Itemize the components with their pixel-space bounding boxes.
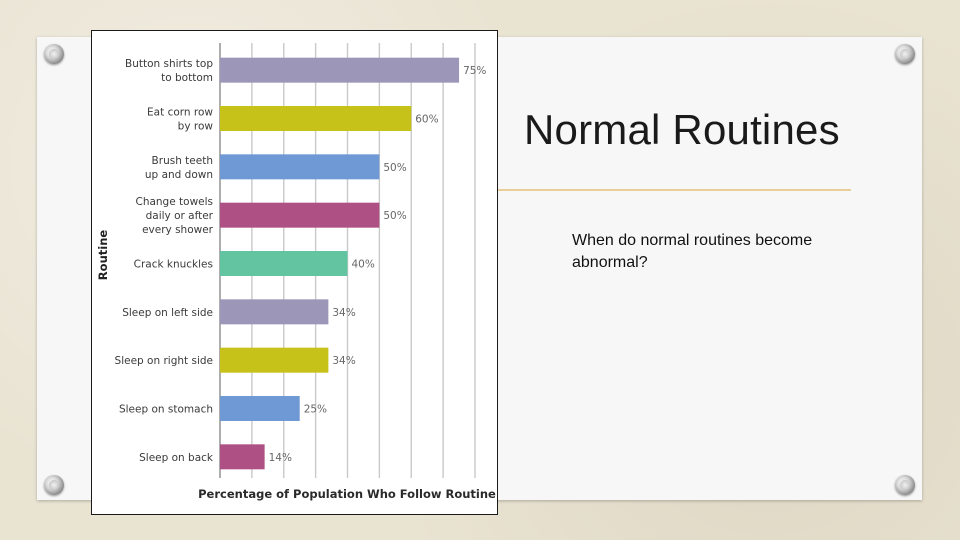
slide-body-text: When do normal routines become abnormal? — [572, 232, 813, 271]
bar — [220, 251, 348, 276]
category-label: Sleep on back — [139, 452, 214, 464]
category-label: Sleep on stomach — [119, 404, 213, 416]
bar-value-label: 50% — [383, 162, 406, 174]
bar-value-label: 60% — [415, 114, 438, 126]
title-divider — [498, 189, 851, 191]
category-label: Crack knuckles — [134, 259, 213, 271]
grommet-top-left — [44, 44, 64, 64]
bar — [220, 57, 460, 83]
category-label: Sleep on right side — [115, 355, 213, 367]
grommet-top-right — [895, 44, 915, 64]
bar — [220, 444, 265, 470]
category-label: Brush teeth up and down — [145, 155, 213, 181]
bar-value-label: 75% — [463, 65, 486, 77]
bar-value-label: 34% — [332, 307, 355, 319]
y-axis-label: Routine — [96, 230, 110, 281]
bar-chart: 75% Button shirts top to bottom 60% Eat corn… — [96, 43, 496, 501]
category-label: Sleep on left side — [122, 307, 213, 319]
bar — [220, 154, 380, 180]
bar-value-label: 25% — [304, 404, 327, 416]
chart-panel: 75% Button shirts top to bottom 60% Eat corn… — [91, 30, 498, 515]
bar — [220, 106, 412, 131]
category-label: Eat corn row by row — [147, 107, 213, 133]
category-label: Button shirts top to bottom — [125, 58, 213, 84]
grommet-bottom-left — [44, 475, 64, 495]
x-axis-label: Percentage of Population Who Follow Rout… — [198, 487, 496, 501]
bar-value-label: 34% — [332, 355, 355, 367]
bar — [220, 396, 300, 421]
bar — [220, 202, 380, 228]
grommet-bottom-right — [895, 475, 915, 495]
slide-title: Normal Routines — [524, 106, 840, 153]
bar-value-label: 50% — [383, 210, 406, 222]
category-label: Change towels daily or after every shower — [135, 196, 213, 236]
bar — [220, 347, 329, 373]
bar-value-label: 40% — [352, 259, 375, 271]
bar-value-label: 14% — [269, 452, 292, 464]
bar — [220, 299, 329, 325]
